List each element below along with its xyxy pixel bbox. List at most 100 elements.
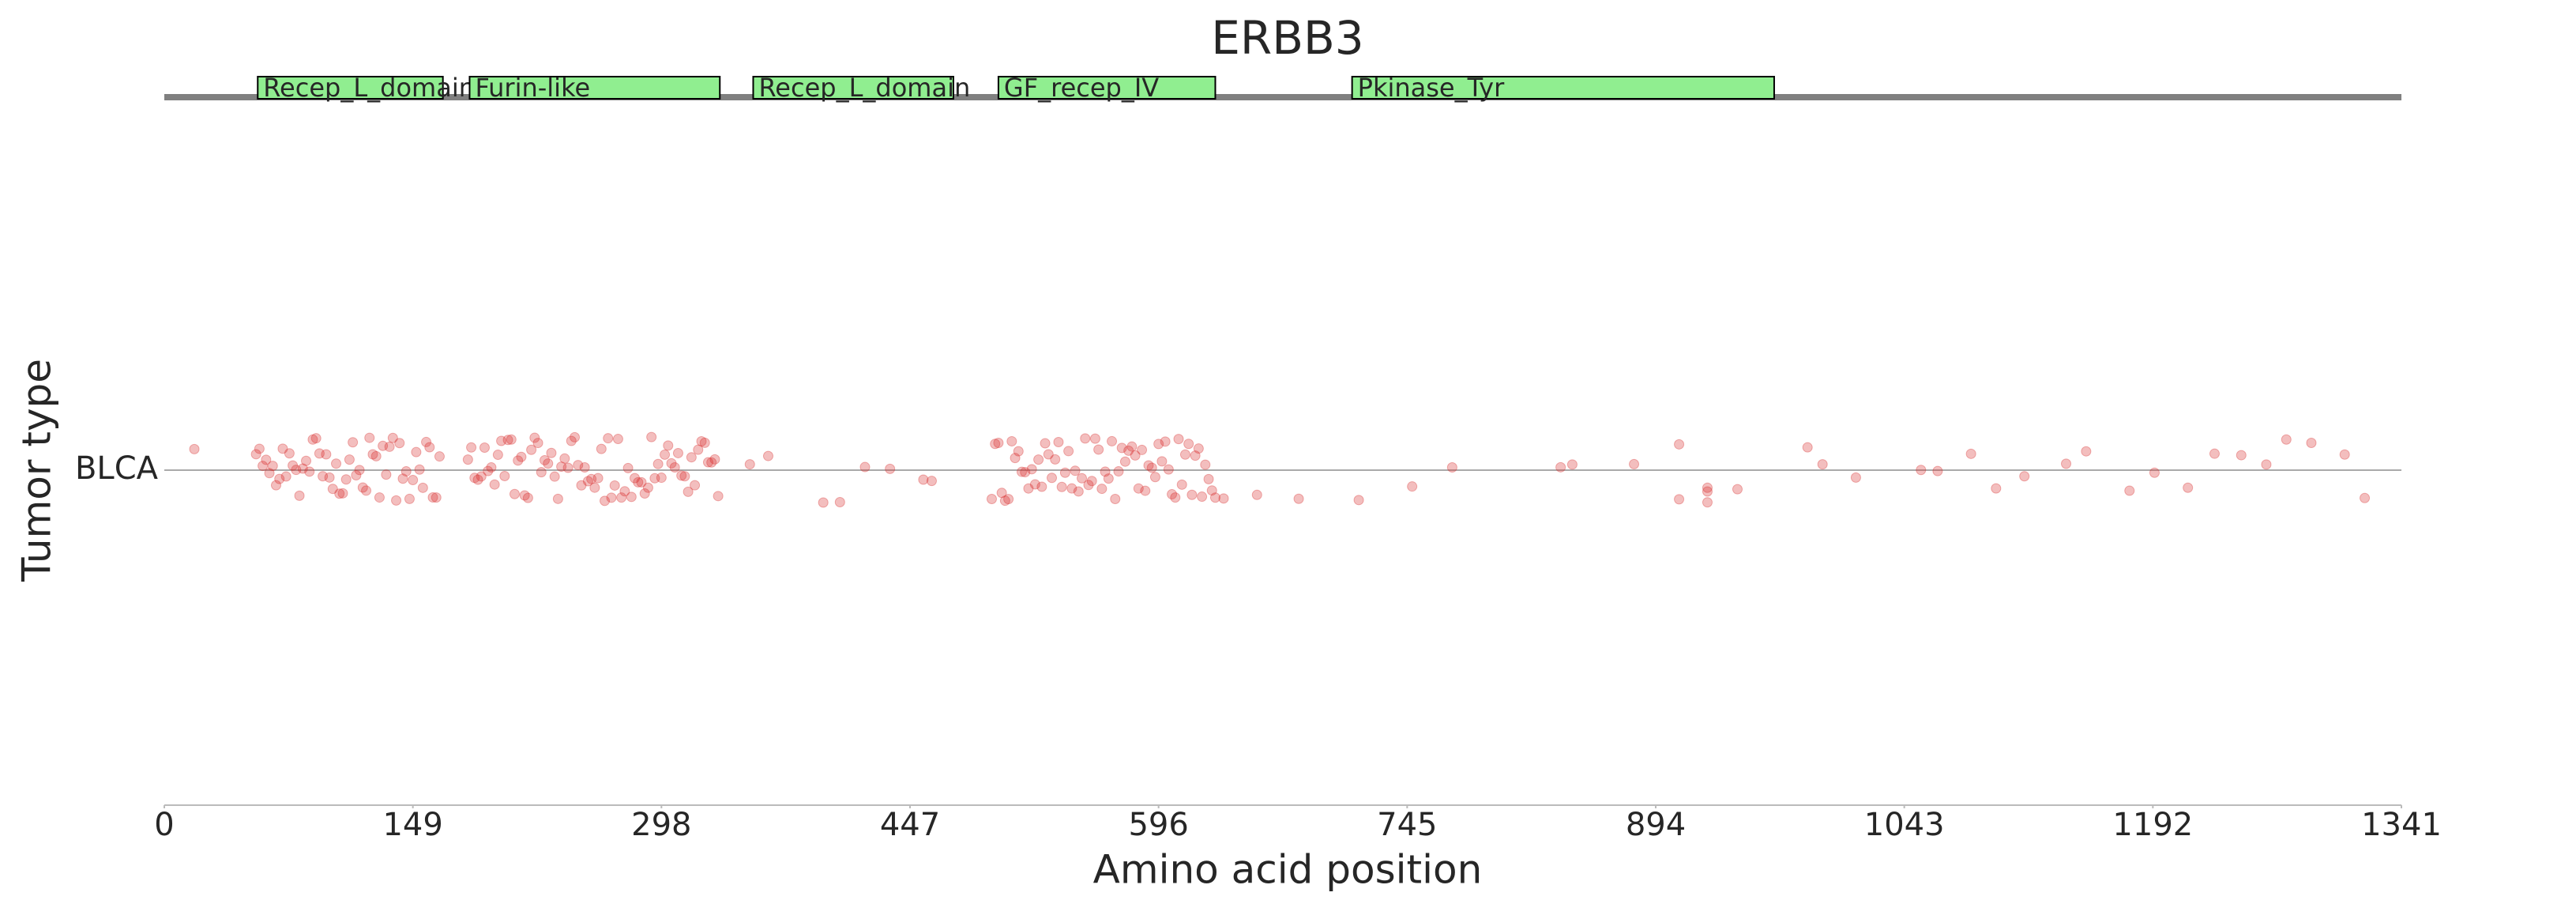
mutation-point <box>519 490 530 501</box>
mutation-point <box>1732 484 1743 495</box>
mutation-point <box>340 474 352 485</box>
x-tick-label: 447 <box>880 807 940 843</box>
mutation-point <box>250 449 261 460</box>
mutation-point <box>1176 479 1187 490</box>
mutation-point <box>1053 437 1064 448</box>
mutation-point <box>996 488 1007 499</box>
mutation-point <box>483 465 494 476</box>
mutation-point <box>744 459 755 470</box>
mutation-point <box>1353 495 1364 506</box>
mutation-point <box>424 442 435 453</box>
mutation-point <box>999 495 1010 506</box>
mutation-point <box>1020 467 1031 478</box>
mutation-point <box>1702 497 1713 508</box>
mutation-point <box>1674 439 1685 450</box>
mutation-point <box>576 480 587 491</box>
mutation-point <box>1047 473 1058 484</box>
mutation-point <box>676 470 687 481</box>
mutation-point <box>559 453 570 464</box>
mutation-point <box>642 482 653 493</box>
mutation-point <box>570 431 581 442</box>
mutation-point <box>1130 450 1141 461</box>
mutation-point <box>277 443 288 454</box>
mutation-point <box>1167 489 1178 500</box>
mutation-point <box>411 446 422 458</box>
mutation-point <box>2019 471 2030 482</box>
mutation-point <box>397 473 408 484</box>
mutation-point <box>261 454 272 465</box>
mutation-point <box>586 473 597 484</box>
mutation-point <box>630 473 641 484</box>
mutation-point <box>310 433 322 444</box>
mutation-point <box>1293 493 1304 504</box>
mutation-point <box>421 436 432 447</box>
mutation-point <box>990 439 1001 450</box>
mutation-point <box>549 471 560 482</box>
mutation-point <box>327 484 338 495</box>
mutation-point <box>713 491 724 502</box>
mutation-point <box>258 461 269 472</box>
mutation-point <box>506 434 517 445</box>
mutation-point <box>499 470 510 481</box>
domain <box>1351 76 1775 100</box>
mutation-point <box>351 470 362 481</box>
mutation-point <box>859 461 871 473</box>
mutation-point <box>600 495 611 506</box>
mutation-point <box>1143 460 1154 471</box>
mutation-point <box>1040 438 1051 449</box>
mutation-point <box>1043 449 1054 460</box>
mutation-point <box>1209 492 1220 503</box>
mutation-point <box>1817 459 1828 470</box>
domain <box>997 76 1217 100</box>
mutation-point <box>314 448 325 459</box>
mutation-point <box>1077 473 1088 484</box>
mutation-point <box>592 473 604 484</box>
mutation-point <box>633 476 644 488</box>
mutation-point <box>652 458 664 469</box>
mutation-point <box>552 493 563 504</box>
mutation-point <box>321 449 332 460</box>
mutation-point <box>918 474 929 485</box>
mutation-point <box>2061 458 2072 469</box>
mutation-point <box>526 444 537 455</box>
mutation-point <box>612 434 623 445</box>
mutation-point <box>606 492 617 503</box>
mutation-point <box>1251 489 1262 500</box>
mutation-point <box>509 488 520 499</box>
mutation-point <box>686 452 697 463</box>
mutation-point <box>434 451 445 462</box>
mutation-point <box>660 449 671 460</box>
mutation-point <box>1149 472 1160 483</box>
mutation-point <box>334 488 345 499</box>
x-tick-label: 1043 <box>1864 807 1945 843</box>
mutation-point <box>270 480 281 491</box>
mutation-point <box>603 433 614 444</box>
mutation-point <box>2236 450 2247 461</box>
mutation-point <box>1186 489 1198 500</box>
mutation-point <box>626 491 637 503</box>
mutation-point <box>354 465 365 476</box>
mutation-point <box>391 495 402 506</box>
mutation-point <box>516 451 527 462</box>
mutation-point <box>1190 450 1201 461</box>
mutation-point <box>408 474 419 485</box>
mutation-point <box>543 458 554 469</box>
x-tick-label: 0 <box>154 807 174 843</box>
mutation-point <box>469 473 480 484</box>
mutation-point <box>1119 456 1130 467</box>
domain-label: Furin-like <box>475 73 590 103</box>
mutation-point <box>556 461 567 473</box>
mutation-point <box>404 493 415 504</box>
mutation-point <box>1059 467 1070 478</box>
mutation-point <box>1013 446 1024 457</box>
mutation-point <box>1023 483 1034 494</box>
domain <box>257 76 444 100</box>
mutation-point <box>1218 493 1229 504</box>
mutation-point <box>646 431 657 442</box>
mutation-point <box>536 467 547 478</box>
mutation-point <box>288 460 299 471</box>
mutation-point <box>1063 446 1074 457</box>
mutation-point <box>540 454 551 465</box>
mutation-point <box>986 493 997 504</box>
mutation-point <box>589 482 600 493</box>
